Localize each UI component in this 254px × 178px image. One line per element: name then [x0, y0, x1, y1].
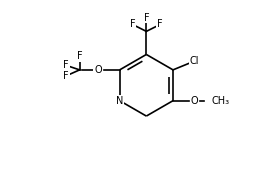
Text: F: F — [144, 12, 149, 22]
Text: O: O — [94, 65, 102, 75]
Text: F: F — [77, 51, 83, 61]
Text: F: F — [157, 19, 163, 29]
Text: F: F — [130, 19, 135, 29]
Text: CH₃: CH₃ — [212, 96, 230, 106]
Text: F: F — [63, 71, 69, 81]
Text: O: O — [191, 96, 198, 106]
Text: Cl: Cl — [190, 56, 199, 66]
Text: F: F — [63, 60, 69, 70]
Text: N: N — [116, 96, 123, 106]
